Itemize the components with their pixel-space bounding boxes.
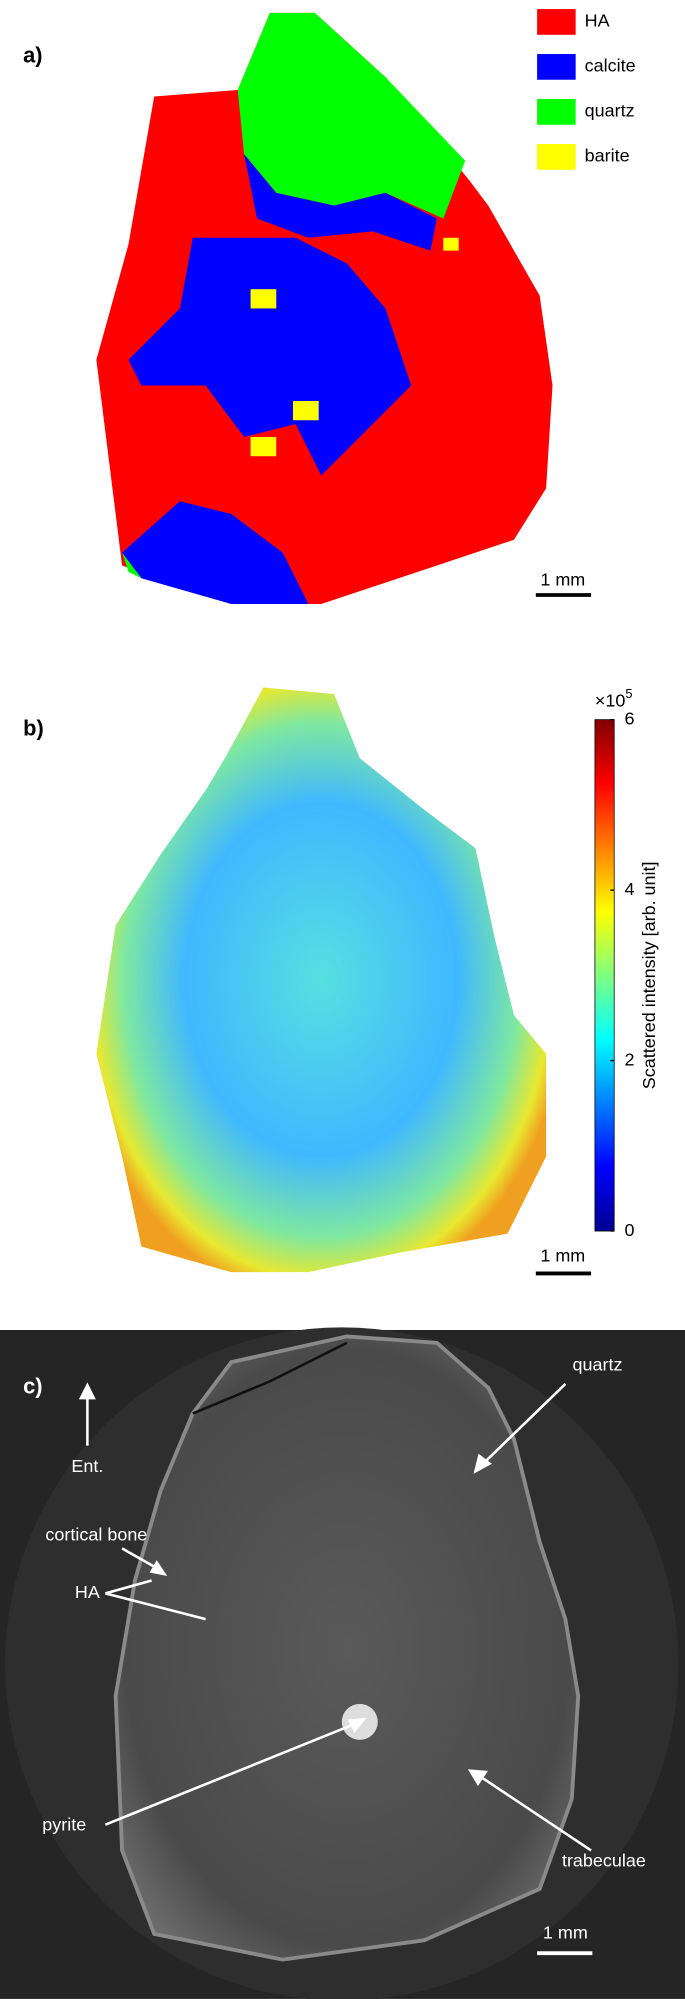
annotations: quartz Ent. cortical bone HA pyrite trab… (42, 1355, 646, 1871)
annotation: quartz (573, 1355, 623, 1375)
legend-swatch (537, 9, 576, 35)
annotation: cortical bone (45, 1524, 147, 1544)
legend-label: quartz (585, 101, 635, 121)
legend-label: calcite (585, 56, 636, 76)
colorbar-tick-label: 4 (624, 879, 634, 899)
legend-label: HA (585, 11, 610, 31)
annotation: Ent. (71, 1456, 103, 1476)
colorbar: 0 2 4 6×105 Scattered intensity [arb. unit] (594, 687, 659, 1240)
panel-label: a) (23, 42, 42, 67)
colorbar-tick-label: 0 (624, 1220, 634, 1240)
colorbar-exponent: 5 (625, 687, 632, 702)
scale-bar-label: 1 mm (543, 1923, 588, 1943)
legend-swatch (537, 99, 576, 125)
annotation: trabeculae (562, 1851, 646, 1871)
phase-map (96, 12, 553, 604)
colorbar-tick-label: 2 (624, 1049, 634, 1069)
ct-sample (113, 1334, 581, 1962)
colorbar-multiplier: ×105 (595, 687, 633, 711)
scale-bar-label: 1 mm (540, 1245, 585, 1265)
colorbar-gradient (594, 719, 615, 1232)
legend-label: barite (585, 146, 630, 166)
legend-swatch (537, 54, 576, 80)
colorbar-tick-label: 6 (624, 708, 634, 728)
arrows (78, 1382, 592, 1852)
intensity-map (96, 687, 547, 1273)
legend-swatch (537, 143, 576, 170)
annotation: HA (75, 1582, 100, 1602)
scale-bar-label: 1 mm (540, 570, 585, 590)
annotation: pyrite (42, 1815, 86, 1835)
colorbar-label: Scattered intensity [arb. unit] (639, 861, 659, 1089)
crack (192, 1341, 348, 1415)
panel-label: c) (23, 1374, 42, 1399)
legend: HA calcite quartz barite (537, 9, 636, 170)
panel-label: b) (23, 716, 44, 741)
